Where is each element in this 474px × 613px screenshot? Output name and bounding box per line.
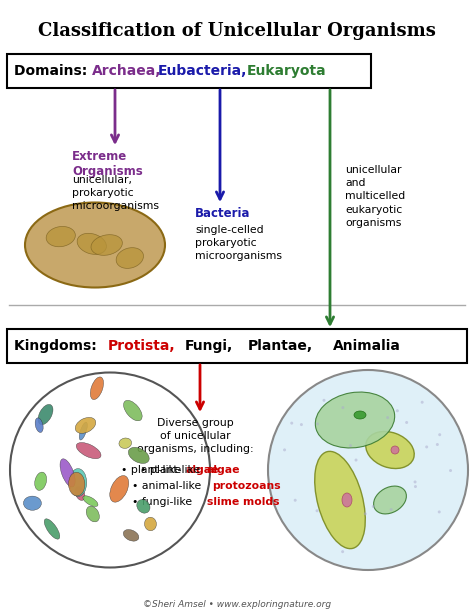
Ellipse shape: [436, 443, 439, 446]
Ellipse shape: [372, 505, 375, 508]
Text: Eukaryota: Eukaryota: [247, 64, 327, 78]
Ellipse shape: [396, 409, 399, 413]
Ellipse shape: [341, 406, 345, 409]
Text: Plantae,: Plantae,: [248, 339, 313, 353]
Text: Bacteria: Bacteria: [195, 207, 250, 220]
Text: Extreme
Organisms: Extreme Organisms: [72, 150, 143, 178]
Ellipse shape: [69, 472, 85, 496]
Ellipse shape: [316, 509, 319, 512]
Text: ©Sheri Amsel • www.exploringnature.org: ©Sheri Amsel • www.exploringnature.org: [143, 600, 331, 609]
Ellipse shape: [449, 469, 452, 472]
Ellipse shape: [405, 421, 408, 424]
Ellipse shape: [137, 500, 150, 513]
Ellipse shape: [79, 422, 87, 440]
Ellipse shape: [116, 248, 144, 268]
Text: algae: algae: [186, 465, 219, 475]
Ellipse shape: [342, 493, 352, 507]
Ellipse shape: [386, 416, 389, 419]
Text: unicellular,
prokaryotic
microorganisms: unicellular, prokaryotic microorganisms: [72, 175, 159, 211]
Ellipse shape: [110, 476, 129, 502]
Ellipse shape: [316, 422, 319, 425]
Ellipse shape: [290, 422, 293, 425]
Ellipse shape: [315, 451, 365, 549]
Ellipse shape: [425, 446, 428, 449]
Ellipse shape: [35, 418, 43, 432]
Ellipse shape: [83, 496, 98, 506]
Ellipse shape: [60, 459, 75, 487]
Text: • plant-like: • plant-like: [140, 465, 204, 475]
Text: Animalia: Animalia: [333, 339, 401, 353]
Ellipse shape: [322, 399, 326, 402]
Ellipse shape: [75, 417, 96, 433]
Text: Kingdoms:: Kingdoms:: [14, 339, 101, 353]
Ellipse shape: [366, 432, 414, 468]
Ellipse shape: [438, 511, 441, 514]
Ellipse shape: [354, 411, 366, 419]
Ellipse shape: [391, 446, 399, 454]
Ellipse shape: [123, 530, 139, 541]
Text: Archaea,: Archaea,: [92, 64, 162, 78]
Ellipse shape: [347, 495, 350, 498]
FancyBboxPatch shape: [7, 329, 467, 363]
Ellipse shape: [35, 472, 46, 490]
Ellipse shape: [119, 438, 132, 448]
Ellipse shape: [76, 443, 101, 459]
Text: Protista,: Protista,: [108, 339, 176, 353]
Ellipse shape: [414, 485, 417, 488]
Ellipse shape: [77, 234, 107, 254]
Text: • fungi-like: • fungi-like: [132, 497, 196, 507]
Ellipse shape: [128, 447, 149, 463]
Ellipse shape: [91, 377, 103, 400]
Ellipse shape: [374, 486, 406, 514]
Ellipse shape: [315, 392, 395, 448]
Ellipse shape: [38, 405, 53, 425]
Ellipse shape: [44, 519, 60, 539]
Text: unicellular
and
multicelled
eukaryotic
organisms: unicellular and multicelled eukaryotic o…: [345, 165, 405, 228]
Text: algae: algae: [207, 465, 240, 475]
Ellipse shape: [341, 550, 344, 553]
Text: Fungi,: Fungi,: [185, 339, 233, 353]
Text: Classification of Unicellular Organisms: Classification of Unicellular Organisms: [38, 22, 436, 40]
Ellipse shape: [86, 506, 100, 522]
Text: slime molds: slime molds: [207, 497, 280, 507]
FancyBboxPatch shape: [7, 54, 371, 88]
Ellipse shape: [294, 499, 297, 502]
Ellipse shape: [355, 459, 357, 462]
Text: Eubacteria,: Eubacteria,: [158, 64, 247, 78]
Ellipse shape: [70, 468, 87, 497]
Ellipse shape: [413, 481, 417, 484]
Ellipse shape: [364, 512, 367, 516]
Ellipse shape: [283, 448, 286, 451]
Ellipse shape: [23, 496, 41, 510]
Ellipse shape: [46, 226, 75, 247]
Ellipse shape: [10, 373, 210, 568]
Ellipse shape: [25, 202, 165, 287]
Text: Domains:: Domains:: [14, 64, 92, 78]
Text: • animal-like: • animal-like: [132, 481, 205, 491]
Ellipse shape: [342, 502, 346, 505]
Ellipse shape: [421, 401, 424, 404]
Text: protozoans: protozoans: [212, 481, 281, 491]
Text: • plant-like: • plant-like: [121, 465, 185, 475]
Ellipse shape: [124, 400, 142, 421]
Ellipse shape: [75, 487, 85, 500]
Ellipse shape: [349, 444, 352, 447]
Ellipse shape: [268, 370, 468, 570]
Ellipse shape: [145, 517, 156, 531]
Ellipse shape: [438, 433, 441, 436]
Ellipse shape: [390, 508, 392, 511]
Text: Diverse group
of unicellular
organisms, including:: Diverse group of unicellular organisms, …: [137, 418, 253, 454]
Text: single-celled
prokaryotic
microorganisms: single-celled prokaryotic microorganisms: [195, 225, 282, 261]
Ellipse shape: [91, 235, 122, 256]
Ellipse shape: [300, 423, 303, 426]
